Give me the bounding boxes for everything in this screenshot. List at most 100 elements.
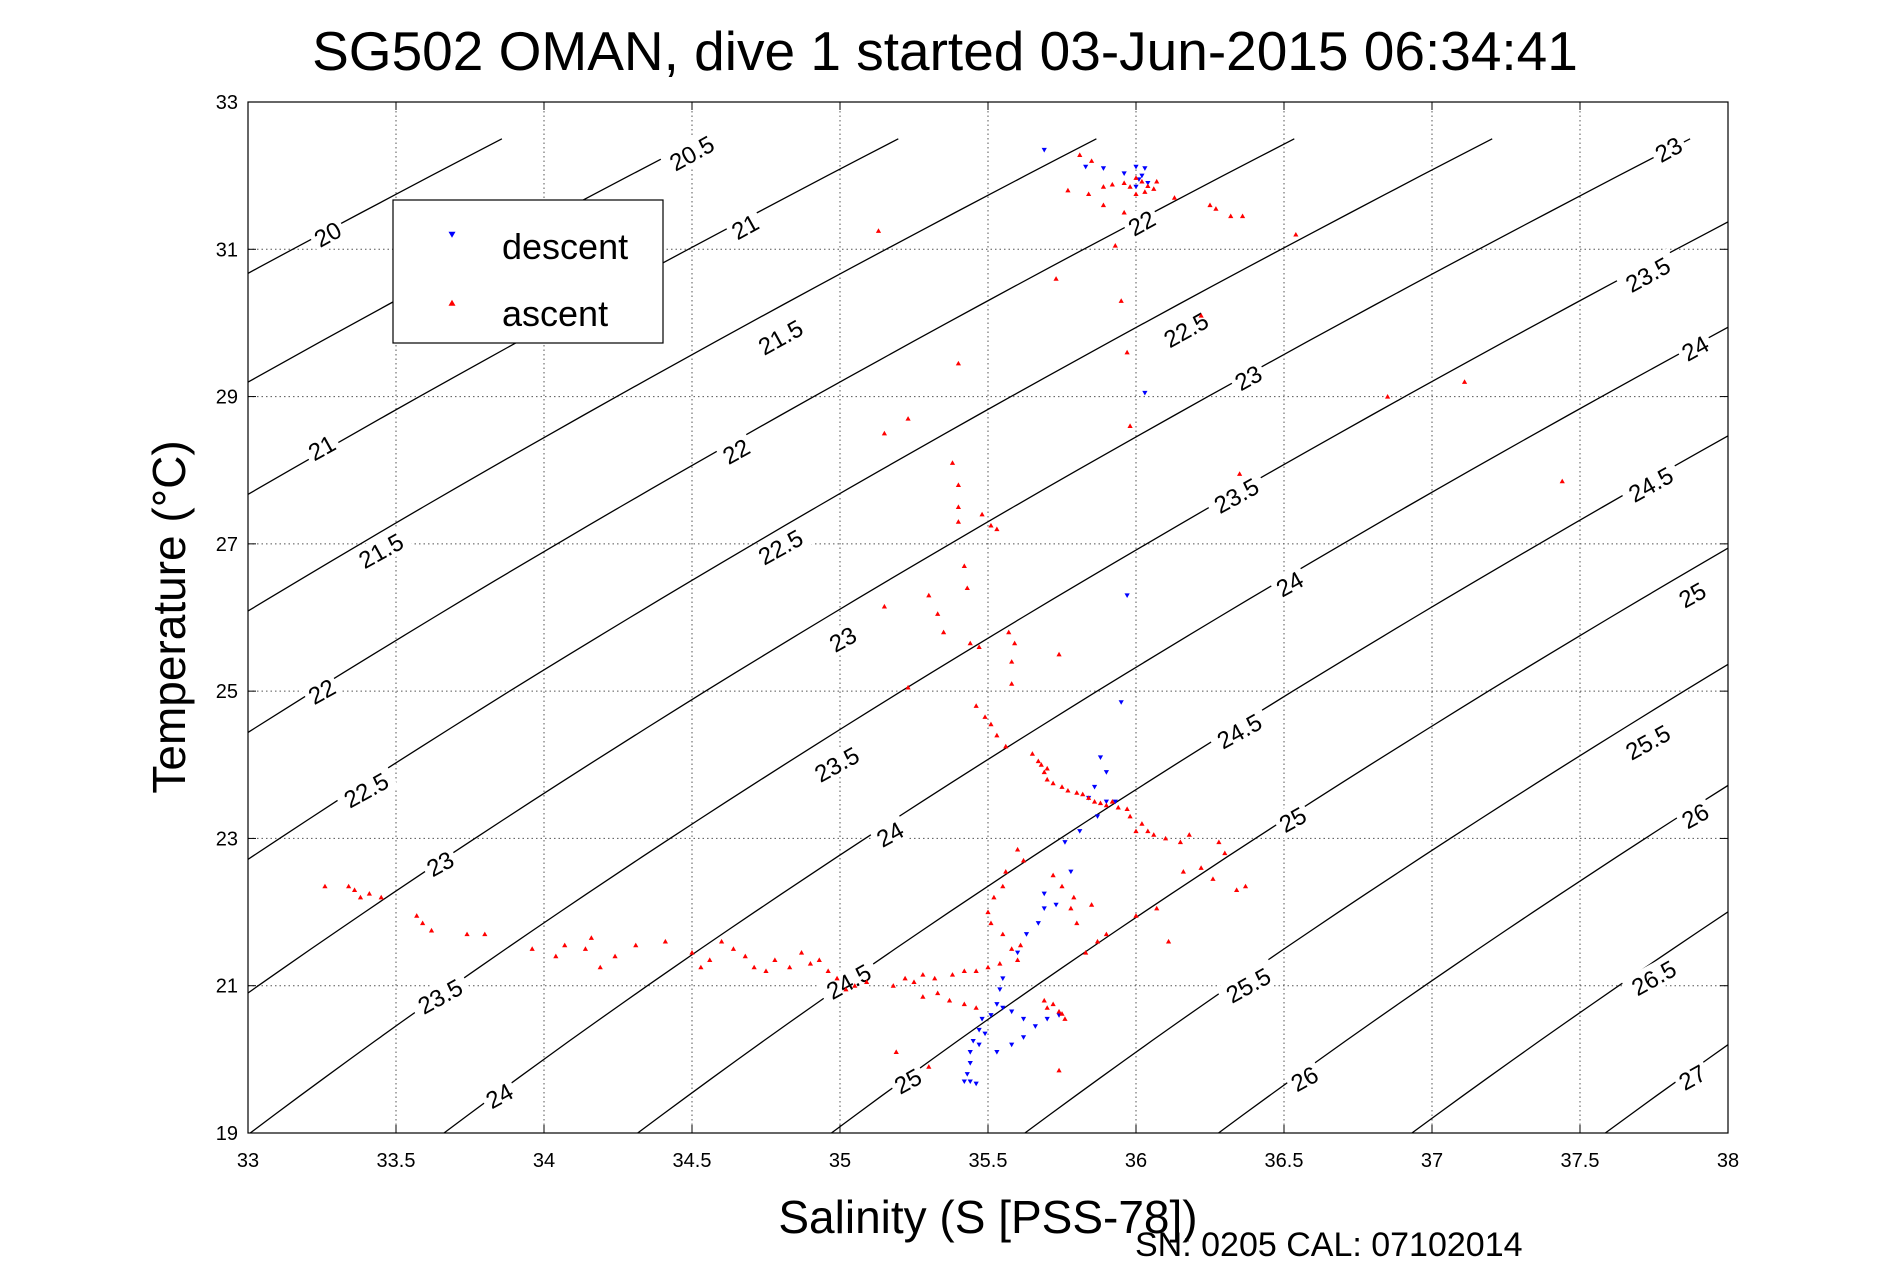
ascent-point bbox=[1210, 876, 1216, 881]
ascent-point bbox=[1222, 850, 1228, 856]
descent-point bbox=[1077, 829, 1083, 834]
descent-point bbox=[1100, 166, 1107, 171]
descent-point bbox=[1041, 147, 1047, 153]
ascent-point bbox=[1065, 787, 1071, 793]
ascent-point bbox=[1050, 780, 1056, 786]
ascent-point bbox=[1017, 942, 1024, 948]
descent-point bbox=[1068, 869, 1074, 875]
descent-point bbox=[997, 987, 1003, 992]
ascent-point bbox=[1020, 857, 1027, 863]
ascent-point bbox=[366, 891, 372, 896]
ascent-point bbox=[994, 526, 1000, 532]
ascent-point bbox=[1198, 865, 1204, 870]
ascent-point bbox=[1086, 191, 1092, 197]
descent-point bbox=[1023, 932, 1030, 937]
contour-label-gap bbox=[407, 970, 473, 1022]
ascent-point bbox=[964, 585, 970, 591]
ascent-point bbox=[751, 964, 757, 970]
ascent-point bbox=[1015, 846, 1021, 852]
ascent-point bbox=[920, 972, 926, 977]
contour-label-gap bbox=[306, 214, 349, 254]
axis-ticks: 33 33.5 34 34.5 35 35.5 36 36.5 37 37.5 38 19 21 23 25… bbox=[216, 92, 1739, 1172]
contour-label-gap bbox=[418, 843, 462, 883]
ascent-point bbox=[1044, 1005, 1050, 1010]
ascent-point bbox=[807, 961, 813, 966]
x-tick-label: 36.5 bbox=[1265, 1150, 1304, 1172]
contour-label-gap bbox=[1620, 951, 1687, 1004]
ascent-point bbox=[955, 360, 961, 366]
ascent-point bbox=[787, 964, 793, 970]
sigma-contour-line bbox=[1023, 663, 1728, 1133]
ascent-point bbox=[1239, 213, 1246, 219]
ascent-point bbox=[1068, 905, 1074, 911]
ascent-point bbox=[1124, 806, 1130, 811]
contour-label-gap bbox=[821, 619, 864, 659]
ascent-point bbox=[1133, 175, 1139, 180]
ascent-point bbox=[905, 684, 911, 690]
ascent-point bbox=[946, 997, 953, 1003]
descent-point bbox=[1041, 891, 1047, 897]
contour-label-gap bbox=[1215, 958, 1281, 1011]
ascent-point bbox=[1041, 997, 1047, 1003]
descent-point bbox=[961, 1079, 967, 1085]
ascent-point bbox=[988, 920, 994, 926]
ascent-point bbox=[1133, 828, 1139, 834]
ascent-point bbox=[979, 511, 985, 517]
ascent-point bbox=[464, 931, 470, 937]
descent-point bbox=[994, 1049, 1000, 1055]
ascent-point bbox=[1177, 839, 1183, 845]
x-tick-label: 33 bbox=[237, 1150, 259, 1172]
y-axis-label: Temperature (°C) bbox=[143, 440, 195, 793]
ascent-point bbox=[988, 721, 994, 727]
descent-point bbox=[973, 1081, 979, 1087]
ascent-point bbox=[1035, 758, 1041, 764]
ascent-point bbox=[1003, 868, 1009, 874]
ascent-point bbox=[949, 460, 956, 465]
ascent-point bbox=[553, 953, 559, 959]
ascent-point bbox=[1009, 681, 1015, 686]
ascent-point bbox=[1127, 184, 1133, 189]
x-tick-label: 37 bbox=[1421, 1150, 1443, 1172]
sigma-contour-line bbox=[248, 138, 1493, 861]
ascent-point bbox=[1071, 894, 1077, 900]
ascent-point bbox=[1089, 158, 1095, 163]
descent-point bbox=[1062, 840, 1068, 845]
sigma-contour-line bbox=[1410, 911, 1728, 1133]
descent-point bbox=[1142, 166, 1148, 171]
ascent-point bbox=[1109, 181, 1115, 187]
ascent-point bbox=[1213, 206, 1219, 211]
ascent-point bbox=[1103, 802, 1109, 808]
descent-point bbox=[976, 1042, 982, 1048]
descent-point bbox=[1103, 799, 1109, 805]
ascent-point bbox=[932, 975, 938, 981]
ascent-point bbox=[597, 964, 603, 970]
contour-label-gap bbox=[1268, 563, 1311, 604]
ascent-point bbox=[1000, 931, 1006, 937]
ascent-point bbox=[707, 957, 713, 962]
ascent-point bbox=[1100, 184, 1107, 189]
sigma-contour-line bbox=[248, 138, 1097, 612]
legend-ascent-label: ascent bbox=[502, 293, 608, 334]
ascent-point bbox=[414, 913, 420, 918]
ascent-point bbox=[1198, 312, 1204, 318]
sigma-contour-line bbox=[248, 138, 1295, 734]
descent-point bbox=[1009, 1042, 1015, 1048]
descent-point bbox=[1009, 1009, 1015, 1015]
legend-descent-marker bbox=[448, 231, 456, 238]
ascent-point bbox=[1074, 920, 1080, 926]
descent-point bbox=[1044, 1016, 1050, 1022]
descent-point bbox=[1139, 173, 1145, 179]
ascent-point bbox=[1461, 379, 1468, 384]
ascent-point bbox=[1012, 640, 1018, 646]
descent-point bbox=[1112, 799, 1118, 805]
contour-label-gap bbox=[1615, 248, 1681, 301]
ascent-point bbox=[949, 972, 956, 977]
ascent-point bbox=[834, 975, 840, 981]
contour-label-gap bbox=[658, 126, 725, 179]
ascent-point bbox=[852, 983, 858, 988]
ascent-point bbox=[1050, 872, 1056, 878]
descent-point bbox=[967, 1079, 973, 1085]
legend-ascent-marker bbox=[448, 299, 456, 306]
descent-point bbox=[1000, 976, 1006, 981]
ascent-point bbox=[935, 990, 941, 996]
